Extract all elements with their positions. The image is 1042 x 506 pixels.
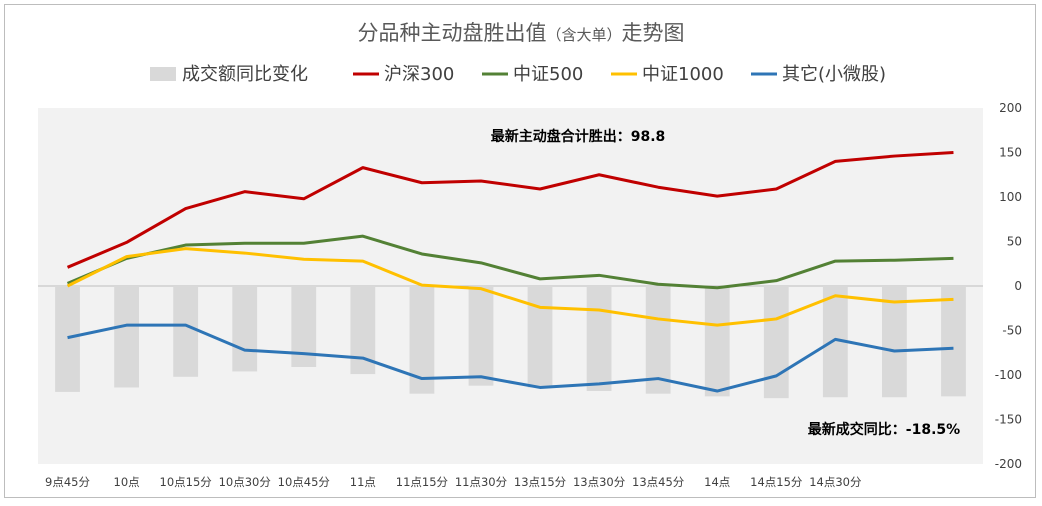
- bar-12: [763, 286, 789, 399]
- series-line-1: [66, 234, 954, 290]
- y-tick-2: -100: [995, 368, 1022, 382]
- legend-label-zz500: 中证500: [513, 64, 583, 85]
- bar-10: [645, 286, 671, 394]
- bar-2: [173, 286, 199, 377]
- bar-9: [586, 286, 612, 392]
- y-tick-8: 200: [999, 101, 1022, 115]
- x-tick-11: 14点: [704, 475, 730, 489]
- y-tick-1: -150: [995, 413, 1022, 427]
- y-tick-4: 0: [1014, 279, 1022, 293]
- series-line-3: [67, 323, 954, 393]
- legend-label-bars: 成交额同比变化: [182, 64, 308, 85]
- legend-label-other: 其它(小微股): [782, 64, 886, 85]
- x-tick-8: 13点15分: [514, 475, 567, 489]
- legend-label-zz1000: 中证1000: [642, 64, 724, 85]
- legend-label-hs300: 沪深300: [384, 64, 454, 85]
- x-tick-9: 13点30分: [573, 475, 626, 489]
- chart-title-small: （含大单）: [546, 26, 621, 44]
- annotation-total-label: 最新主动盘合计胜出：: [491, 128, 631, 145]
- bar-3: [232, 286, 258, 372]
- x-tick-3: 10点30分: [219, 475, 272, 489]
- bar-0: [55, 286, 80, 392]
- annotation-turnover-value: -18.5%: [906, 422, 960, 438]
- chart-title-suffix: 走势图: [622, 21, 685, 45]
- y-tick-7: 150: [999, 146, 1022, 160]
- bar-1: [114, 286, 139, 388]
- series-line-0: [66, 151, 954, 269]
- chart-title-main: 分品种主动盘胜出值: [357, 21, 546, 45]
- y-axis: -200 -150 -100 -50 0 50 100 150 200: [995, 101, 1022, 471]
- bar-8: [527, 286, 553, 388]
- bars-group: [55, 286, 966, 399]
- x-tick-6: 11点15分: [396, 475, 449, 489]
- bar-7: [468, 286, 494, 386]
- x-tick-4: 10点45分: [278, 475, 331, 489]
- x-tick-5: 11点: [350, 475, 376, 489]
- annotation-total-value: 98.8: [631, 129, 666, 145]
- bar-11: [704, 286, 730, 397]
- y-tick-0: -200: [995, 457, 1022, 471]
- x-tick-13: 14点30分: [809, 475, 862, 489]
- legend: 成交额同比变化 沪深300 中证500 中证1000 其它(小微股): [150, 64, 886, 85]
- x-axis: 9点45分 10点 10点15分 10点30分 10点45分 11点 11点15分 11点30…: [45, 475, 862, 489]
- x-tick-12: 14点15分: [750, 475, 803, 489]
- y-tick-3: -50: [1002, 324, 1022, 338]
- y-tick-5: 50: [1007, 235, 1022, 249]
- chart-title: 分品种主动盘胜出值（含大单）走势图: [357, 21, 684, 45]
- annotation-turnover-label: 最新成交同比：: [808, 421, 906, 438]
- bar-15: [941, 286, 966, 397]
- x-tick-10: 13点45分: [632, 475, 685, 489]
- x-tick-0: 9点45分: [45, 475, 90, 489]
- legend-swatch-bars: [150, 67, 176, 81]
- x-tick-7: 11点30分: [455, 475, 508, 489]
- x-tick-2: 10点15分: [160, 475, 213, 489]
- lines-group: [66, 151, 954, 393]
- series-line-2: [66, 247, 954, 327]
- annotation-total: 最新主动盘合计胜出：98.8: [491, 128, 666, 145]
- y-tick-6: 100: [999, 190, 1022, 204]
- bar-14: [882, 286, 907, 398]
- annotation-turnover: 最新成交同比：-18.5%: [808, 421, 960, 438]
- x-tick-1: 10点: [114, 475, 140, 489]
